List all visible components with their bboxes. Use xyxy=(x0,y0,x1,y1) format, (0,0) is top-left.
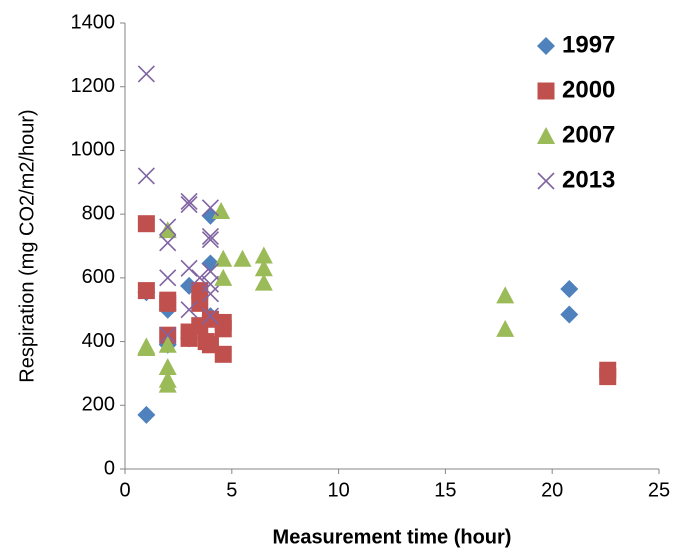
data-point xyxy=(201,285,220,303)
data-point xyxy=(137,215,155,233)
data-point xyxy=(159,218,177,236)
data-point xyxy=(201,307,220,325)
data-point xyxy=(180,196,198,214)
legend-label: 1997 xyxy=(562,31,615,58)
data-point xyxy=(137,282,155,300)
data-point xyxy=(159,269,177,287)
data-point xyxy=(254,259,273,277)
data-point xyxy=(180,301,198,319)
x-axis-title: Measurement time (hour) xyxy=(273,526,512,548)
x-tick-label: 15 xyxy=(434,479,456,501)
data-point xyxy=(159,234,177,252)
data-point xyxy=(560,305,579,324)
x-tick-label: 0 xyxy=(119,479,130,501)
data-point xyxy=(496,286,515,304)
data-point xyxy=(254,246,273,264)
data-point xyxy=(214,249,233,267)
y-tick-label: 1000 xyxy=(71,139,116,161)
data-point xyxy=(254,273,273,291)
data-point xyxy=(158,335,177,353)
data-point xyxy=(158,375,177,393)
data-point xyxy=(137,167,155,185)
legend-marker xyxy=(537,82,555,100)
x-tick-label: 25 xyxy=(648,479,670,501)
data-point xyxy=(201,310,219,328)
data-point xyxy=(201,227,220,246)
x-tick-label: 20 xyxy=(541,479,563,501)
legend-label: 2007 xyxy=(562,121,615,148)
legend-label: 2013 xyxy=(562,166,615,193)
data-point xyxy=(158,221,177,239)
data-point xyxy=(201,262,220,281)
data-point xyxy=(159,326,177,344)
y-tick-label: 0 xyxy=(104,457,115,479)
x-tick-label: 10 xyxy=(327,479,349,501)
x-tick-label: 5 xyxy=(226,479,237,501)
legend-label: 2000 xyxy=(562,76,615,103)
data-point xyxy=(159,294,177,312)
data-point xyxy=(180,192,198,210)
data-point xyxy=(214,268,233,286)
legend-marker xyxy=(537,37,555,55)
data-point xyxy=(599,368,617,386)
data-point xyxy=(137,405,156,424)
y-tick-label: 800 xyxy=(82,202,115,224)
data-point xyxy=(233,249,252,267)
y-tick-label: 400 xyxy=(82,330,115,352)
y-tick-label: 200 xyxy=(82,394,115,416)
data-point xyxy=(201,231,220,249)
data-point xyxy=(201,199,220,217)
data-point xyxy=(214,320,232,338)
data-point xyxy=(560,280,579,299)
legend-marker xyxy=(537,172,555,190)
data-point xyxy=(137,65,155,83)
data-point xyxy=(137,338,156,356)
y-tick-label: 600 xyxy=(82,266,115,288)
data-point xyxy=(191,269,209,287)
data-point xyxy=(496,319,515,337)
y-axis-title: Respiration (mg CO2/m2/hour) xyxy=(16,109,38,382)
data-point xyxy=(201,336,219,354)
y-tick-label: 1400 xyxy=(71,11,116,33)
legend-marker xyxy=(537,127,555,144)
data-point xyxy=(158,358,177,376)
data-point xyxy=(214,345,232,363)
y-tick-label: 1200 xyxy=(71,75,116,97)
